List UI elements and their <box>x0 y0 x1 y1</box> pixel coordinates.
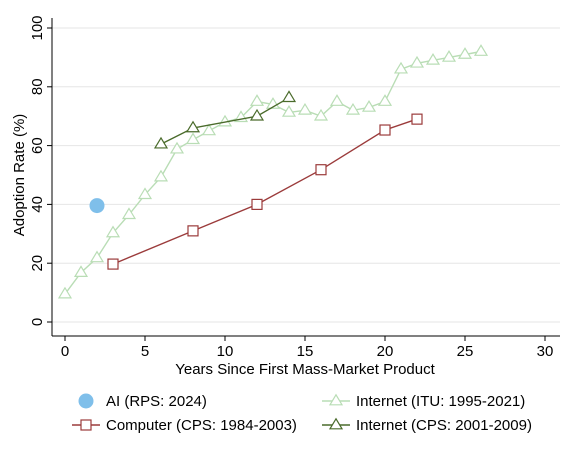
legend-marker-0 <box>78 393 94 409</box>
series-1-point-21 <box>393 61 409 74</box>
series-1-point-3 <box>105 225 121 238</box>
x-tick-label-3: 15 <box>297 343 314 360</box>
series-3-point-0 <box>153 136 169 149</box>
series-1-point-1 <box>73 265 89 278</box>
series-1-point-2 <box>89 250 105 263</box>
legend-label-3: Internet (CPS: 2001-2009) <box>356 417 532 434</box>
series-1-point-9 <box>201 123 217 136</box>
series-1-point-4 <box>121 207 137 220</box>
series-1-point-22 <box>409 55 425 68</box>
series-2-point-1 <box>187 225 199 237</box>
grid <box>50 27 560 323</box>
series-1-point-23 <box>425 52 441 65</box>
series-1-point-7 <box>169 141 185 154</box>
series-1-point-14 <box>281 105 297 117</box>
series-1-point-0 <box>57 286 73 299</box>
series-1-point-8 <box>185 132 201 145</box>
legend-label-1: Internet (ITU: 1995-2021) <box>356 393 525 410</box>
series-1-point-6 <box>153 169 169 182</box>
series-0 <box>89 198 105 214</box>
series-1-point-17 <box>329 94 345 106</box>
series-1-point-12 <box>249 94 265 106</box>
series-3-point-3 <box>281 90 297 103</box>
series-3-point-2 <box>249 108 265 121</box>
series-1-point-19 <box>361 100 377 112</box>
series-1-point-5 <box>137 187 153 200</box>
series-0-point-0 <box>89 198 105 214</box>
x-tick-label-4: 20 <box>377 343 394 360</box>
y-tick-label-0: 0 <box>29 318 46 326</box>
legend-marker-1 <box>328 393 344 406</box>
x-tick-label-0: 0 <box>61 343 69 360</box>
series-2-point-3 <box>315 164 327 176</box>
series-1-point-20 <box>377 94 393 106</box>
series-line-3 <box>160 97 290 145</box>
legend-marker-3 <box>328 417 344 430</box>
y-tick-label-1: 20 <box>29 255 46 272</box>
y-tick-label-4: 80 <box>29 78 46 95</box>
series-2-point-5 <box>411 113 423 125</box>
y-tick-label-5: 100 <box>29 15 46 40</box>
x-tick-label-6: 30 <box>537 343 554 360</box>
series-2-point-4 <box>379 124 391 136</box>
legend-label-0: AI (RPS: 2024) <box>106 393 207 410</box>
series-3-point-1 <box>185 120 201 133</box>
x-axis-title: Years Since First Mass-Market Product <box>175 361 435 378</box>
series-3 <box>153 90 297 149</box>
series-1-point-16 <box>313 108 329 121</box>
series-1-point-26 <box>473 44 489 56</box>
legend-item-0: AI (RPS: 2024) <box>78 393 207 410</box>
series-1 <box>57 44 489 299</box>
legend-marker-2 <box>80 419 92 431</box>
legend-item-3: Internet (CPS: 2001-2009) <box>322 417 532 434</box>
legend-item-2: Computer (CPS: 1984-2003) <box>72 417 297 434</box>
series-layer <box>57 44 489 299</box>
series-1-point-15 <box>297 102 313 115</box>
y-tick-label-2: 40 <box>29 196 46 213</box>
series-1-point-18 <box>345 102 361 115</box>
axes: 0 20 40 60 80 100 0 5 10 15 20 25 30 <box>29 15 560 360</box>
legend-label-2: Computer (CPS: 1984-2003) <box>106 417 297 434</box>
y-axis-title: Adoption Rate (%) <box>11 114 28 237</box>
series-2 <box>107 113 423 270</box>
series-1-point-25 <box>457 47 473 59</box>
legend-item-1: Internet (ITU: 1995-2021) <box>322 393 525 410</box>
x-tick-label-5: 25 <box>457 343 474 360</box>
series-1-point-24 <box>441 50 457 62</box>
x-tick-label-1: 5 <box>141 343 149 360</box>
y-tick-label-3: 60 <box>29 137 46 154</box>
series-2-point-0 <box>107 258 119 270</box>
x-tick-label-2: 10 <box>217 343 234 360</box>
legend: AI (RPS: 2024) Internet (ITU: 1995-2021) C… <box>72 393 532 434</box>
series-2-point-2 <box>251 198 263 210</box>
